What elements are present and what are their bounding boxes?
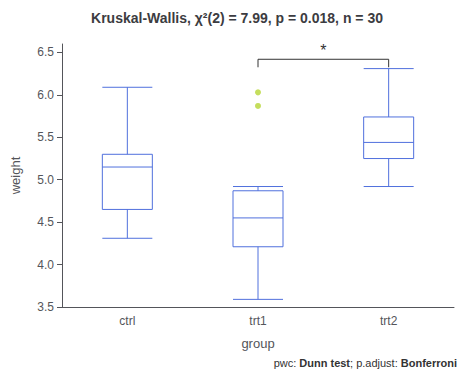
svg-text:5.0: 5.0 — [37, 173, 54, 187]
svg-text:Kruskal-Wallis, χ²(2) = 7.99,: Kruskal-Wallis, χ²(2) = 7.99, p = 0.018,… — [91, 10, 383, 26]
svg-text:3.5: 3.5 — [37, 300, 54, 314]
svg-text:ctrl: ctrl — [119, 314, 135, 328]
svg-text:4.5: 4.5 — [37, 215, 54, 229]
svg-text:4.0: 4.0 — [37, 258, 54, 272]
svg-text:*: * — [320, 42, 326, 59]
svg-text:group: group — [241, 336, 274, 351]
svg-text:Dunn test: Dunn test — [299, 357, 350, 369]
svg-text:trt1: trt1 — [249, 314, 267, 328]
svg-text:weight: weight — [8, 156, 23, 195]
svg-text:; p.adjust:: ; p.adjust: — [350, 357, 401, 369]
svg-text:pwc:: pwc: — [274, 357, 300, 369]
svg-text:6.5: 6.5 — [37, 45, 54, 59]
svg-text:trt2: trt2 — [380, 314, 398, 328]
svg-text:Bonferroni: Bonferroni — [401, 357, 457, 369]
svg-text:6.0: 6.0 — [37, 88, 54, 102]
svg-text:5.5: 5.5 — [37, 130, 54, 144]
